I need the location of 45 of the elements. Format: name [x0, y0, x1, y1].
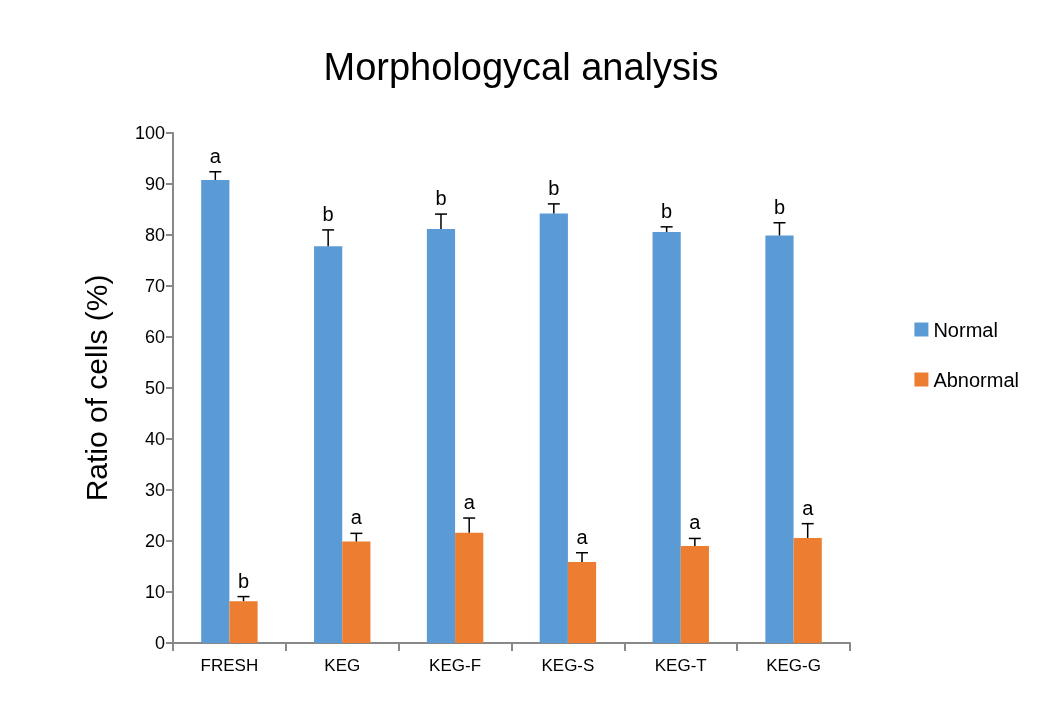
bar	[680, 546, 709, 643]
annotation: b	[237, 569, 250, 592]
bar	[229, 601, 258, 643]
annotation: a	[209, 144, 222, 167]
y-tick-label: 90	[144, 174, 165, 194]
annotation: b	[435, 187, 447, 210]
y-tick-label: 0	[154, 633, 165, 653]
y-tick-label: 60	[144, 327, 165, 347]
annotation: b	[322, 202, 334, 225]
annotation: a	[802, 496, 815, 519]
x-tick-label: KEG-G	[766, 656, 821, 675]
y-tick-label: 70	[144, 276, 165, 296]
bar	[455, 532, 484, 643]
bar	[201, 179, 230, 643]
x-tick-label: KEG-T	[654, 656, 707, 675]
annotation: a	[576, 525, 589, 548]
annotation: a	[350, 506, 363, 529]
annotation: a	[689, 511, 702, 534]
annotation: b	[773, 195, 786, 218]
bar	[793, 537, 822, 643]
annotation: a	[463, 491, 476, 514]
legend-label: Abnormal	[933, 368, 1020, 391]
x-tick-label: FRESH	[200, 656, 259, 675]
bar	[652, 231, 681, 643]
x-tick-label: KEG-S	[541, 656, 595, 675]
y-axis-title: Ratio of cells (%)	[79, 274, 113, 502]
bar	[342, 541, 371, 643]
y-tick-label: 80	[144, 225, 165, 245]
y-tick-label: 50	[144, 378, 165, 398]
legend-label: Normal	[933, 318, 998, 341]
y-tick-label: 10	[144, 582, 165, 602]
annotation: b	[548, 176, 560, 199]
x-tick-label: KEG	[324, 656, 361, 675]
y-tick-label: 100	[134, 123, 165, 143]
bar	[567, 561, 597, 643]
y-tick-label: 20	[144, 531, 165, 551]
bar	[765, 235, 794, 643]
y-tick-label: 40	[144, 429, 165, 449]
y-tick-label: 30	[144, 480, 165, 500]
bar	[314, 246, 343, 643]
bar	[426, 228, 456, 643]
annotation: b	[661, 199, 673, 222]
x-tick-label: KEG-F	[429, 656, 482, 675]
chart-title: Morphologycal analysis	[323, 46, 719, 88]
bar	[539, 213, 568, 643]
